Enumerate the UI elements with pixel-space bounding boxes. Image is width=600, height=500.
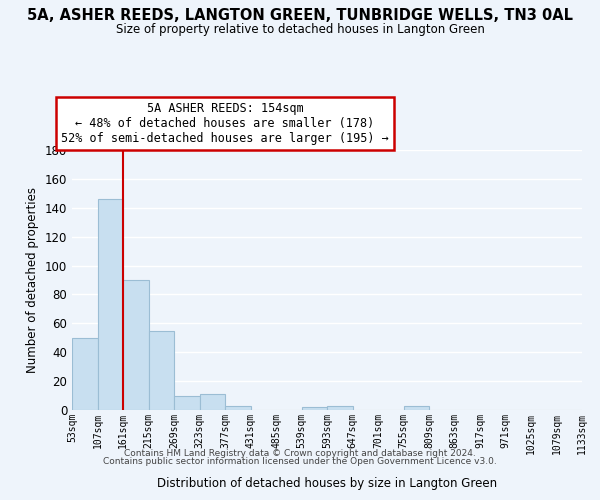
Text: 5A ASHER REEDS: 154sqm
← 48% of detached houses are smaller (178)
52% of semi-de: 5A ASHER REEDS: 154sqm ← 48% of detached…	[61, 102, 389, 145]
Y-axis label: Number of detached properties: Number of detached properties	[26, 187, 39, 373]
Bar	[302, 407, 327, 410]
Text: Contains HM Land Registry data © Crown copyright and database right 2024.: Contains HM Land Registry data © Crown c…	[124, 448, 476, 458]
Text: Contains public sector information licensed under the Open Government Licence v3: Contains public sector information licen…	[103, 457, 497, 466]
Text: 5A, ASHER REEDS, LANGTON GREEN, TUNBRIDGE WELLS, TN3 0AL: 5A, ASHER REEDS, LANGTON GREEN, TUNBRIDG…	[27, 8, 573, 22]
Text: Size of property relative to detached houses in Langton Green: Size of property relative to detached ho…	[116, 22, 484, 36]
Bar	[404, 406, 429, 410]
Bar	[225, 406, 251, 410]
Bar	[149, 330, 174, 410]
Bar	[200, 394, 225, 410]
Bar	[123, 280, 149, 410]
Bar	[174, 396, 199, 410]
Text: Distribution of detached houses by size in Langton Green: Distribution of detached houses by size …	[157, 477, 497, 490]
Bar	[72, 338, 97, 410]
Bar	[97, 199, 123, 410]
Bar	[327, 406, 353, 410]
